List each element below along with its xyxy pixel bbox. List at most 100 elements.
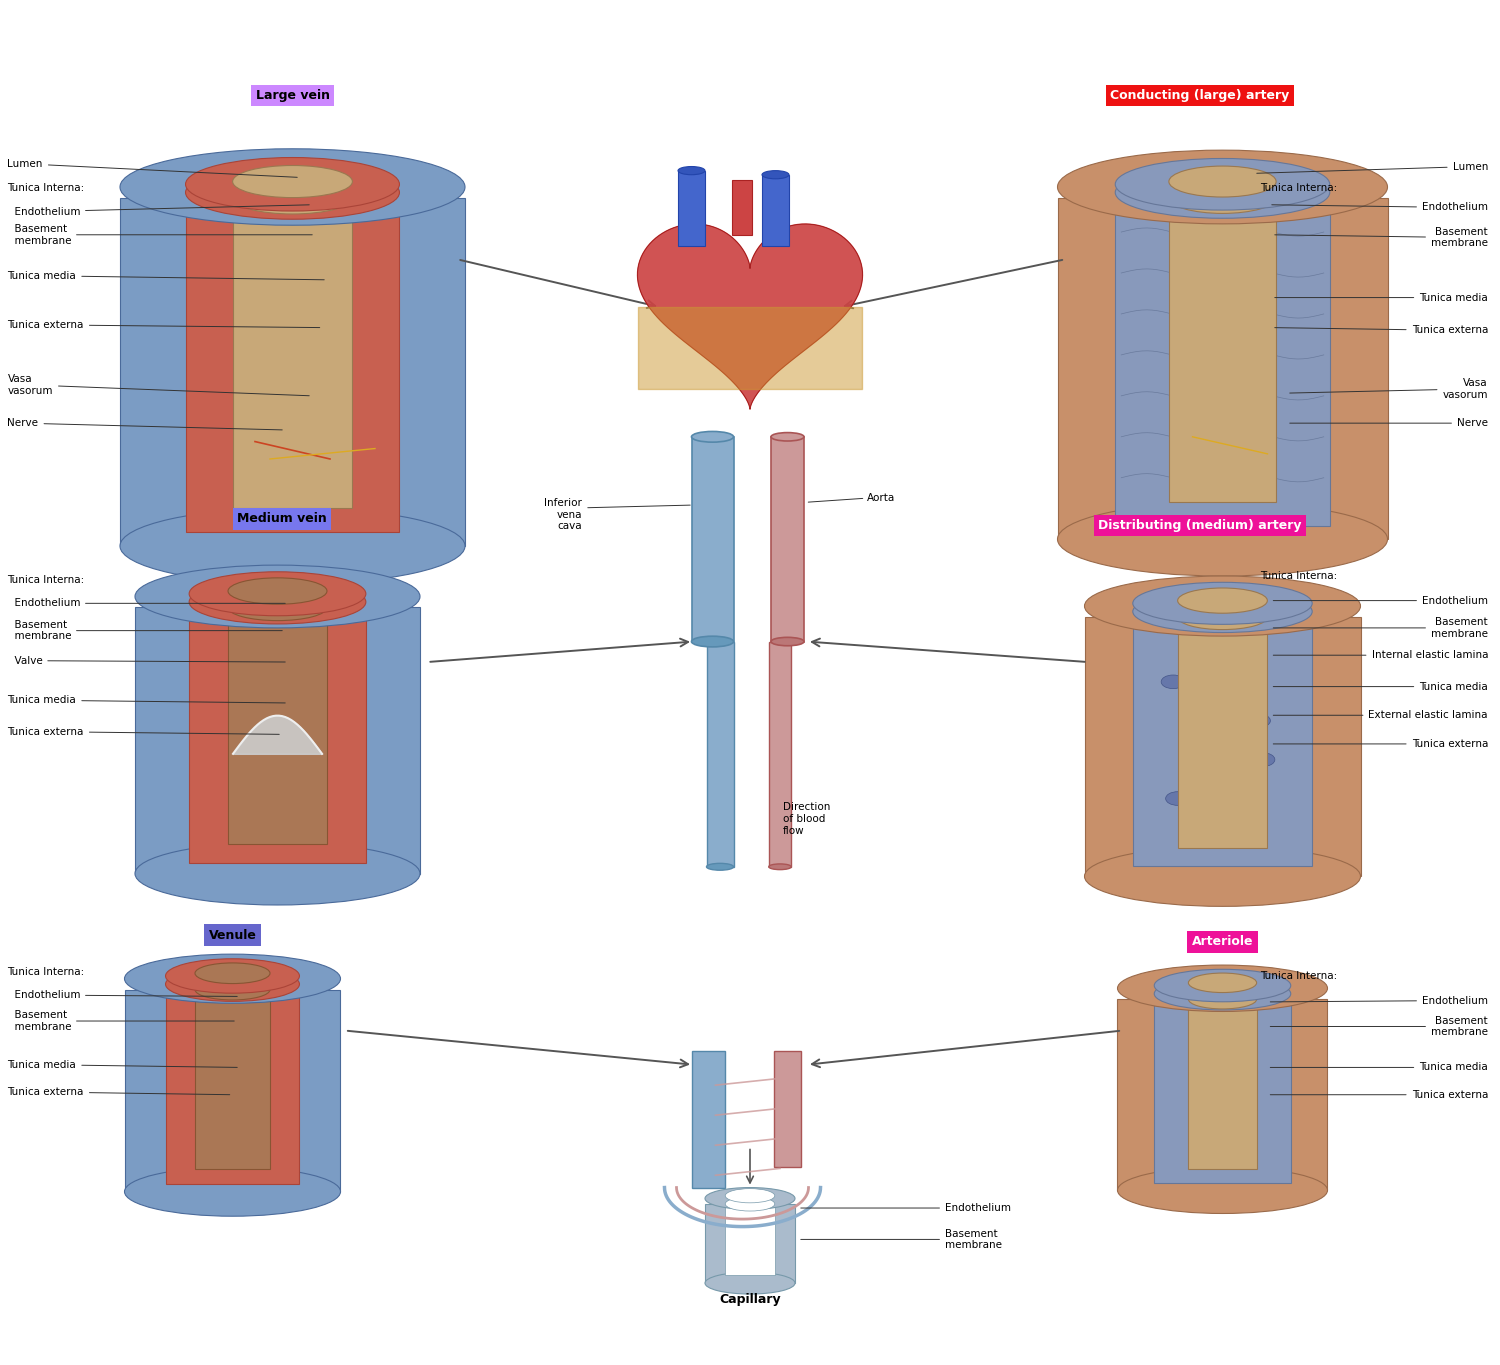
Text: Arteriole: Arteriole	[1191, 935, 1254, 949]
Text: Basement
  membrane: Basement membrane	[8, 1010, 234, 1032]
Ellipse shape	[1178, 605, 1268, 629]
Text: Tunica externa: Tunica externa	[8, 726, 279, 737]
Ellipse shape	[232, 165, 352, 198]
Ellipse shape	[705, 1272, 795, 1294]
FancyBboxPatch shape	[770, 642, 792, 867]
FancyBboxPatch shape	[726, 1204, 774, 1275]
FancyBboxPatch shape	[195, 990, 270, 1170]
Text: Endothelium: Endothelium	[8, 205, 309, 217]
Ellipse shape	[124, 1167, 340, 1216]
Ellipse shape	[165, 966, 300, 1002]
Text: Tunica externa: Tunica externa	[8, 1087, 230, 1097]
Ellipse shape	[1161, 674, 1185, 688]
Text: Conducting (large) artery: Conducting (large) artery	[1110, 89, 1290, 102]
Ellipse shape	[1132, 591, 1312, 632]
Ellipse shape	[1084, 576, 1360, 636]
Text: Tunica Interna:: Tunica Interna:	[8, 575, 84, 586]
Text: Endothelium: Endothelium	[1272, 202, 1488, 213]
Text: Tunica Interna:: Tunica Interna:	[1260, 571, 1338, 581]
Ellipse shape	[120, 508, 465, 584]
Ellipse shape	[189, 572, 366, 616]
Ellipse shape	[1246, 714, 1270, 728]
Polygon shape	[638, 224, 862, 410]
Ellipse shape	[1058, 150, 1388, 224]
Text: Venule: Venule	[209, 928, 256, 942]
Text: Basement
membrane: Basement membrane	[1274, 617, 1488, 639]
Ellipse shape	[1168, 183, 1276, 213]
FancyBboxPatch shape	[232, 198, 352, 508]
FancyBboxPatch shape	[186, 198, 399, 532]
FancyBboxPatch shape	[678, 171, 705, 246]
Ellipse shape	[189, 580, 366, 624]
Ellipse shape	[1155, 977, 1290, 1010]
FancyBboxPatch shape	[1114, 198, 1329, 526]
Ellipse shape	[692, 431, 734, 442]
Ellipse shape	[135, 565, 420, 628]
Text: Tunica externa: Tunica externa	[8, 319, 320, 330]
Ellipse shape	[1155, 969, 1290, 1002]
Ellipse shape	[1114, 158, 1329, 210]
Text: Basement
membrane: Basement membrane	[801, 1228, 1002, 1250]
FancyBboxPatch shape	[1168, 198, 1276, 502]
Text: Capillary: Capillary	[718, 1293, 782, 1306]
Ellipse shape	[1220, 800, 1244, 814]
Ellipse shape	[186, 157, 399, 212]
FancyBboxPatch shape	[165, 990, 300, 1183]
Ellipse shape	[120, 149, 465, 225]
FancyBboxPatch shape	[732, 180, 752, 235]
Ellipse shape	[678, 167, 705, 175]
FancyBboxPatch shape	[228, 607, 327, 845]
Ellipse shape	[195, 979, 270, 1001]
Ellipse shape	[1084, 846, 1360, 906]
Ellipse shape	[1192, 740, 1216, 753]
FancyBboxPatch shape	[1084, 617, 1360, 876]
Text: Tunica externa: Tunica externa	[1274, 738, 1488, 749]
FancyBboxPatch shape	[1118, 999, 1328, 1190]
FancyBboxPatch shape	[762, 175, 789, 246]
Ellipse shape	[195, 962, 270, 984]
Ellipse shape	[135, 842, 420, 905]
Text: Basement
  membrane: Basement membrane	[8, 620, 282, 642]
Ellipse shape	[1188, 990, 1257, 1009]
FancyBboxPatch shape	[692, 437, 734, 642]
Text: Endothelium: Endothelium	[8, 598, 285, 609]
Text: Tunica media: Tunica media	[8, 1059, 237, 1070]
Text: Tunica media: Tunica media	[8, 695, 285, 706]
Ellipse shape	[165, 958, 300, 994]
Ellipse shape	[1202, 648, 1225, 663]
Text: Valve: Valve	[8, 655, 285, 666]
Text: Lumen: Lumen	[1257, 161, 1488, 173]
Ellipse shape	[1188, 973, 1257, 992]
Text: Direction
of blood
flow: Direction of blood flow	[783, 803, 831, 835]
Ellipse shape	[228, 594, 327, 621]
Text: Large vein: Large vein	[255, 89, 330, 102]
FancyBboxPatch shape	[189, 607, 366, 863]
Ellipse shape	[1118, 965, 1328, 1011]
Text: Tunica media: Tunica media	[1270, 1062, 1488, 1073]
Text: Distributing (medium) artery: Distributing (medium) artery	[1098, 519, 1302, 532]
Ellipse shape	[228, 577, 327, 605]
Text: Nerve: Nerve	[8, 418, 282, 430]
Text: Medium vein: Medium vein	[237, 512, 327, 526]
Text: Endothelium: Endothelium	[8, 990, 237, 1001]
Text: Endothelium: Endothelium	[801, 1203, 1011, 1213]
FancyBboxPatch shape	[692, 1051, 724, 1188]
Ellipse shape	[232, 182, 352, 214]
Ellipse shape	[124, 954, 340, 1003]
FancyBboxPatch shape	[1155, 999, 1290, 1182]
FancyBboxPatch shape	[1188, 999, 1257, 1170]
Ellipse shape	[1168, 167, 1276, 197]
Ellipse shape	[705, 1188, 795, 1209]
Text: Vasa
vasorum: Vasa vasorum	[1290, 378, 1488, 400]
Ellipse shape	[1058, 502, 1388, 576]
Ellipse shape	[692, 636, 734, 647]
Ellipse shape	[1132, 583, 1312, 624]
FancyBboxPatch shape	[135, 607, 420, 874]
Text: Internal elastic lamina: Internal elastic lamina	[1274, 650, 1488, 661]
FancyBboxPatch shape	[706, 642, 734, 867]
Text: Tunica externa: Tunica externa	[1275, 325, 1488, 336]
Ellipse shape	[186, 165, 399, 220]
Text: Tunica Interna:: Tunica Interna:	[1260, 183, 1338, 194]
Text: Basement
  membrane: Basement membrane	[8, 224, 312, 246]
Text: Tunica Interna:: Tunica Interna:	[1260, 971, 1338, 981]
